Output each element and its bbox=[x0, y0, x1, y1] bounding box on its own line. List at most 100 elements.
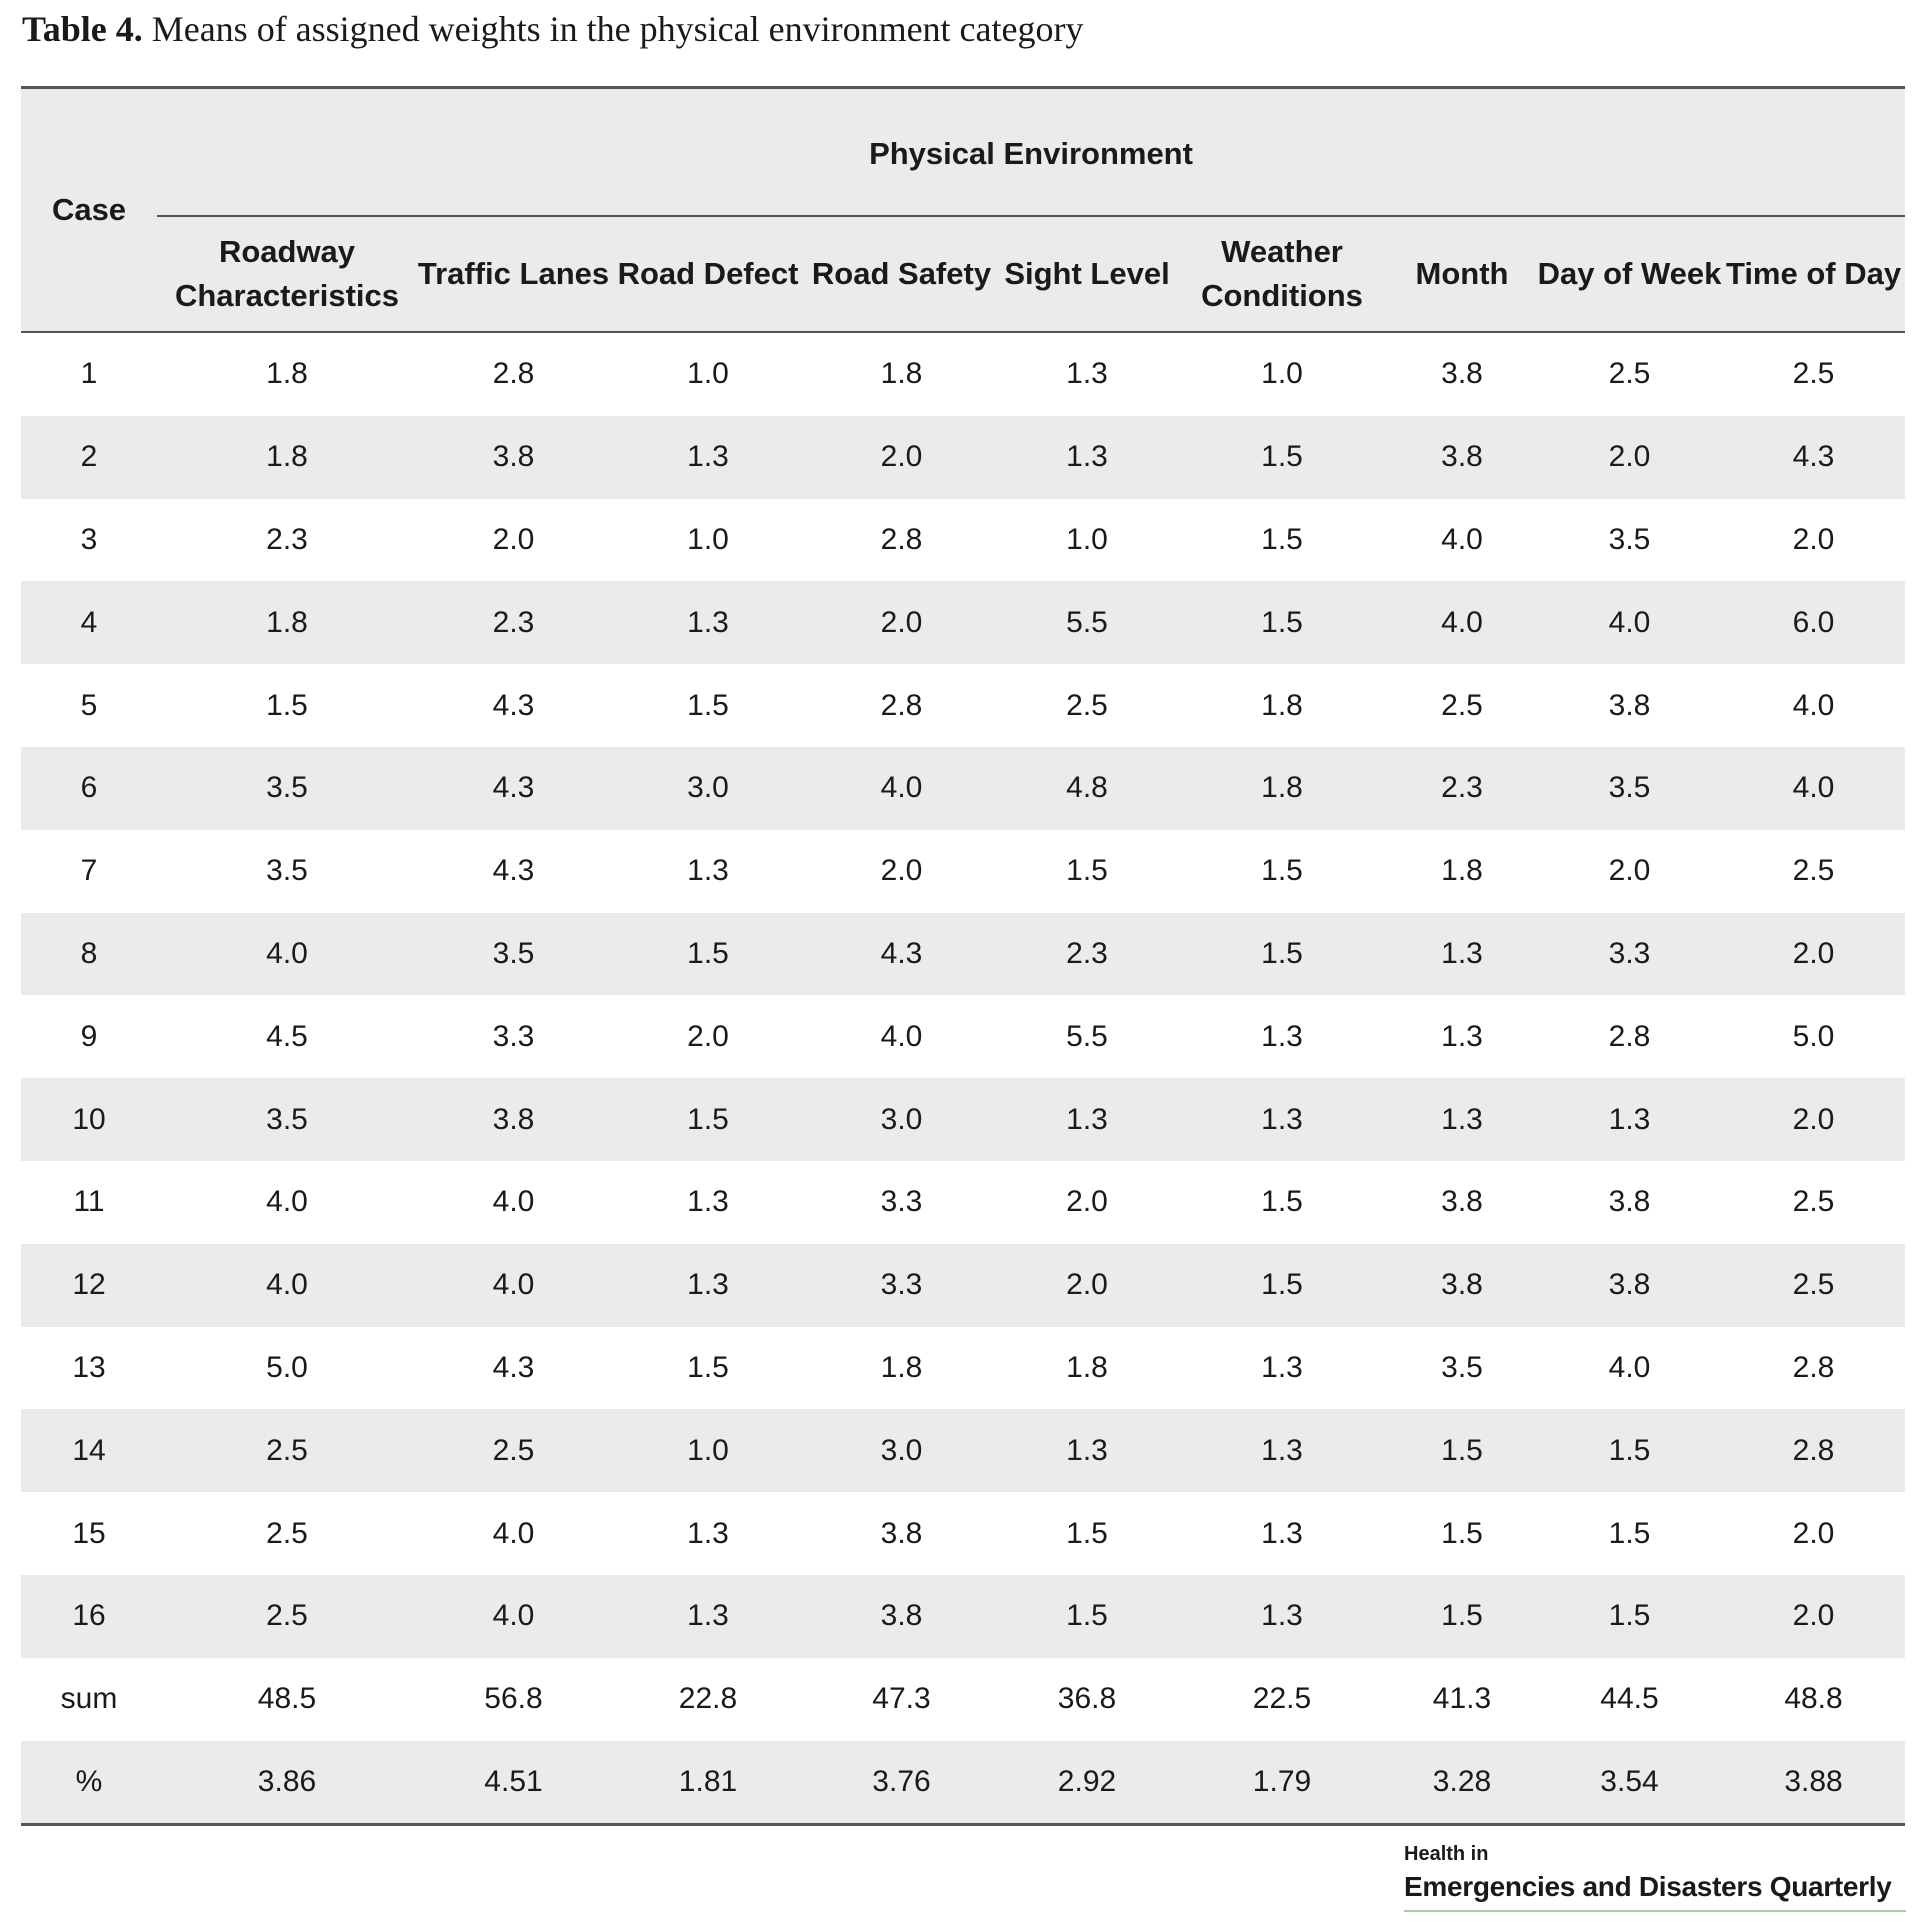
row-label-cell: 9 bbox=[80, 1019, 98, 1053]
table-row: 14 2.5 2.5 1.0 3.0 1.3 1.3 1.5 1.5 2.8 bbox=[21, 1409, 1906, 1493]
table-cell: 3.54 bbox=[1537, 1740, 1722, 1827]
column-header: Road Safety bbox=[806, 216, 997, 333]
table-cell: 1.3 bbox=[997, 1078, 1177, 1161]
table-cell: 5.5 bbox=[997, 581, 1177, 665]
table-cell: 3.8 bbox=[1387, 1243, 1537, 1327]
table-cell: 41.3 bbox=[1432, 1682, 1492, 1716]
table-cell: 1.5 bbox=[1387, 1409, 1537, 1493]
table-cell: 2.0 bbox=[687, 1019, 729, 1053]
table-cell: 1.3 bbox=[687, 1516, 729, 1550]
table-cell: 1.5 bbox=[1441, 1516, 1483, 1550]
table-cell: 4.3 bbox=[492, 1350, 535, 1384]
table-cell: 4.51 bbox=[417, 1740, 610, 1827]
table-cell: 2.0 bbox=[806, 415, 997, 499]
table-cell: 4.8 bbox=[997, 746, 1177, 830]
table-cell: 1.5 bbox=[610, 1078, 806, 1161]
table-body: 1 1.8 2.8 1.0 1.8 1.3 1.0 3.8 2.5 2.5 2 1.8 3.8 1.3 2.… bbox=[21, 332, 1906, 1827]
table-cell: 1.3 bbox=[1177, 1409, 1387, 1493]
table-cell: 3.8 bbox=[1608, 688, 1651, 722]
table-cell: 1.8 bbox=[1261, 688, 1303, 722]
table-cell: 2.0 bbox=[1722, 1574, 1906, 1658]
table-cell: 1.5 bbox=[1261, 1185, 1303, 1219]
column-header: Sight Level bbox=[997, 216, 1177, 333]
table-cell: 3.5 bbox=[157, 1078, 417, 1161]
table-cell: 1.5 bbox=[266, 688, 308, 722]
table-cell: 22.5 bbox=[1252, 1682, 1312, 1716]
journal-logo-rule bbox=[1404, 1910, 1906, 1912]
table-cell: 3.8 bbox=[806, 1574, 997, 1658]
table-cell: 44.5 bbox=[1600, 1682, 1659, 1716]
table-cell: 2.5 bbox=[1066, 688, 1108, 722]
table-cell: 2.5 bbox=[1792, 1185, 1835, 1219]
table-cell: 4.0 bbox=[806, 746, 997, 830]
table-cell: 4.0 bbox=[417, 1574, 610, 1658]
table-cell: 4.0 bbox=[266, 1185, 308, 1219]
table-cell: 3.5 bbox=[157, 746, 417, 830]
table-row: 5 1.5 4.3 1.5 2.8 2.5 1.8 2.5 3.8 4.0 bbox=[21, 664, 1905, 747]
table-cell: 1.3 bbox=[1261, 1019, 1303, 1053]
table-cell: 1.3 bbox=[1177, 1574, 1387, 1658]
table-cell: 36.8 bbox=[1057, 1682, 1117, 1716]
table-cell: 2.0 bbox=[880, 854, 923, 888]
row-label-cell: 14 bbox=[21, 1409, 157, 1493]
table-cell: 3.3 bbox=[880, 1185, 923, 1219]
table-cell: 5.5 bbox=[1066, 1019, 1108, 1053]
table-row: 10 3.5 3.8 1.5 3.0 1.3 1.3 1.3 1.3 2.0 bbox=[21, 1078, 1906, 1161]
table-cell: 1.3 bbox=[1387, 1078, 1537, 1161]
table-cell: 47.3 bbox=[872, 1682, 931, 1716]
table-cell: 22.8 bbox=[678, 1682, 738, 1716]
table-cell: 4.3 bbox=[1722, 415, 1906, 499]
row-label-cell: 5 bbox=[80, 688, 98, 722]
table-cell: 1.5 bbox=[610, 912, 806, 996]
case-column-header: Case bbox=[21, 86, 157, 333]
table-cell: 3.8 bbox=[417, 1078, 610, 1161]
table-row: 15 2.5 4.0 1.3 3.8 1.5 1.3 1.5 1.5 2.0 bbox=[21, 1492, 1905, 1575]
table-cell: 1.5 bbox=[1066, 854, 1108, 888]
table-cell: 2.8 bbox=[1722, 1409, 1906, 1493]
table-cell: 4.3 bbox=[417, 746, 610, 830]
column-header: Month bbox=[1387, 216, 1537, 333]
row-label-cell: 3 bbox=[80, 522, 98, 556]
table-cell: 2.0 bbox=[1722, 1078, 1906, 1161]
column-header: Traffic Lanes bbox=[417, 216, 610, 333]
group-header-physical-environment: Physical Environment bbox=[157, 86, 1906, 217]
table-row: 11 4.0 4.0 1.3 3.3 2.0 1.5 3.8 3.8 2.5 bbox=[21, 1161, 1905, 1244]
table-cell: 2.0 bbox=[1066, 1185, 1108, 1219]
table-row: 2 1.8 3.8 1.3 2.0 1.3 1.5 3.8 2.0 4.3 bbox=[21, 415, 1906, 499]
row-label-cell: 6 bbox=[21, 746, 157, 830]
table-cell: 6.0 bbox=[1722, 581, 1906, 665]
table-cell: 3.28 bbox=[1387, 1740, 1537, 1827]
table-cell: 1.8 bbox=[1441, 854, 1483, 888]
table-cell: 2.0 bbox=[1722, 912, 1906, 996]
table-cell: 2.3 bbox=[997, 912, 1177, 996]
table-cell: 56.8 bbox=[484, 1682, 543, 1716]
table-cell: 1.8 bbox=[880, 357, 923, 391]
table-cell: 1.3 bbox=[610, 1574, 806, 1658]
row-label-cell: 7 bbox=[80, 854, 98, 888]
table-cell: 3.8 bbox=[1537, 1243, 1722, 1327]
table-row: 13 5.0 4.3 1.5 1.8 1.8 1.3 3.5 4.0 2.8 bbox=[21, 1327, 1905, 1410]
table-cell: 2.0 bbox=[1792, 1516, 1835, 1550]
table-cell: 4.0 bbox=[1537, 581, 1722, 665]
table-cell: 3.5 bbox=[266, 854, 308, 888]
table-row: 7 3.5 4.3 1.3 2.0 1.5 1.5 1.8 2.0 2.5 bbox=[21, 830, 1905, 913]
table-cell: 4.0 bbox=[880, 1019, 923, 1053]
table-cell: 1.3 bbox=[687, 1185, 729, 1219]
table-cell: 2.5 bbox=[1441, 688, 1483, 722]
table-cell: 1.0 bbox=[687, 357, 729, 391]
journal-logo: Health in Emergencies and Disasters Quar… bbox=[1404, 1843, 1906, 1921]
table-row: sum 48.5 56.8 22.8 47.3 36.8 22.5 41.3 44.5 48.8 bbox=[21, 1658, 1905, 1741]
table-cell: 1.3 bbox=[997, 415, 1177, 499]
row-label-cell: sum bbox=[60, 1682, 118, 1716]
table-cell: 4.0 bbox=[157, 1243, 417, 1327]
table-cell: 2.5 bbox=[266, 1516, 308, 1550]
table-cell: 2.3 bbox=[1387, 746, 1537, 830]
table-cell: 2.8 bbox=[1608, 1019, 1651, 1053]
table-cell: 5.0 bbox=[266, 1350, 308, 1384]
column-header: Day of Week bbox=[1537, 216, 1722, 333]
table-cell: 3.5 bbox=[1537, 746, 1722, 830]
table-row: 16 2.5 4.0 1.3 3.8 1.5 1.3 1.5 1.5 2.0 bbox=[21, 1574, 1906, 1658]
table-cell: 1.3 bbox=[1177, 1078, 1387, 1161]
row-label-cell: 2 bbox=[21, 415, 157, 499]
table-row: 1 1.8 2.8 1.0 1.8 1.3 1.0 3.8 2.5 2.5 bbox=[21, 332, 1905, 416]
